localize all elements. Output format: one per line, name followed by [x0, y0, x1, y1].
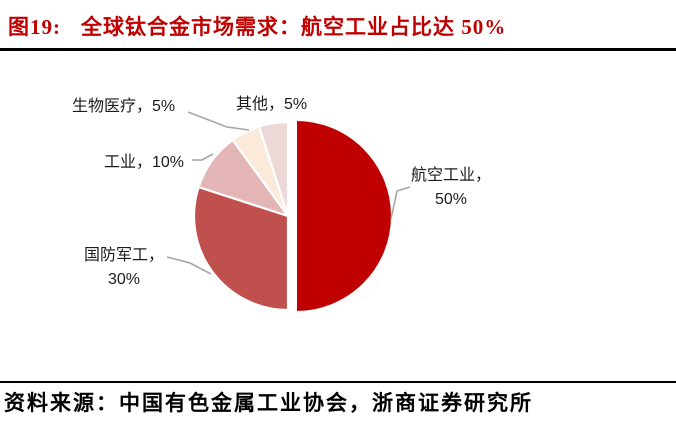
leader-line-aviation — [390, 186, 411, 220]
leader-line-biomedical — [187, 111, 250, 131]
pie-label-other: 其他，5% — [236, 96, 308, 113]
pie-label-aviation: 航空工业， 50% — [400, 164, 502, 212]
figure-title: 图19: 全球钛合金市场需求：航空工业占比达 50% — [8, 11, 506, 45]
pie-label-biomedical: 生物医疗，5% — [72, 98, 176, 115]
source-line: 资料来源：中国有色金属工业协会，浙商证券研究所 — [4, 391, 533, 415]
footer-divider — [0, 381, 676, 383]
pie-label-industrial: 工业，10% — [104, 154, 185, 171]
figure-title-text: 全球钛合金市场需求：航空工业占比达 50% — [81, 15, 507, 39]
pie-label-defense-value: 30% — [107, 271, 141, 288]
pie-label-aviation-value: 50% — [434, 191, 468, 208]
pie-slice-aviation-industry — [295, 119, 393, 313]
pie-label-aviation-name: 航空工业， — [410, 167, 491, 184]
leader-line-industrial — [192, 153, 214, 161]
pie-label-defense-name: 国防军工， — [83, 247, 164, 264]
title-divider — [0, 48, 676, 51]
leader-line-defense — [166, 256, 212, 275]
pie-slice-other — [257, 120, 290, 218]
pie-slice-defense-military — [192, 185, 290, 312]
figure-number-label: 图19: — [8, 15, 61, 39]
pie-label-defense: 国防军工， 30% — [78, 244, 170, 292]
